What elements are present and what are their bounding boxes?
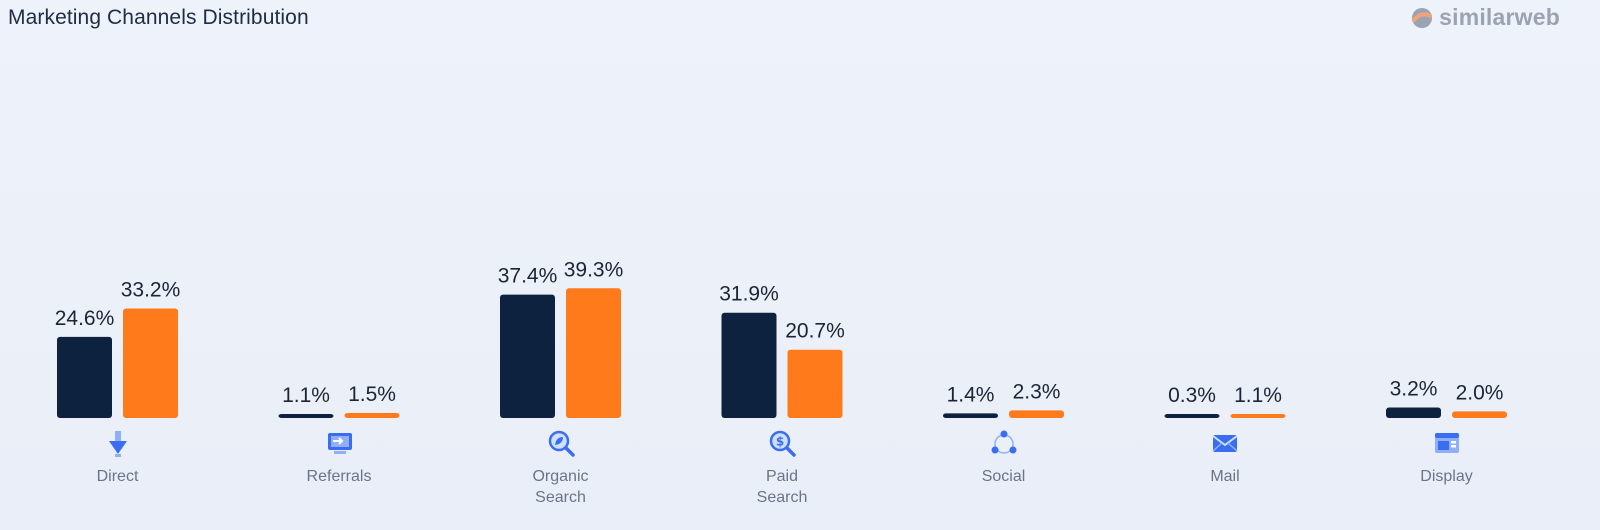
bar-group-paid-search: 31.9% 20.7% — [719, 283, 845, 418]
category-label-line: Direct — [96, 468, 139, 485]
arrow-down-icon — [103, 428, 133, 458]
bar-value-label: 39.3% — [564, 258, 624, 281]
bar[interactable] — [278, 414, 334, 418]
social-network-icon — [989, 428, 1019, 458]
chart-title: Marketing Channels Distribution — [8, 6, 309, 29]
bar[interactable] — [500, 294, 555, 418]
category-label: Social — [944, 466, 1064, 487]
display-ad-icon — [1432, 428, 1462, 458]
referral-screen-icon — [324, 428, 354, 458]
bar-value-label: 37.4% — [498, 265, 558, 288]
category-label-line: Search — [756, 489, 808, 506]
bar-value-label: 2.0% — [1456, 381, 1504, 404]
bar-value-label: 0.3% — [1168, 384, 1216, 407]
bar-value-label: 3.2% — [1390, 377, 1438, 400]
bar-value-label: 20.7% — [785, 320, 845, 343]
category-label-line: Organic — [532, 468, 589, 485]
category-label: Organic Search — [501, 466, 621, 508]
bar-value-label: 1.5% — [348, 383, 396, 406]
similarweb-logo: similarweb — [1411, 4, 1560, 31]
bar[interactable] — [943, 413, 998, 418]
bar-value-label: 2.3% — [1013, 380, 1061, 403]
bar-group-social: 1.4% 2.3% — [943, 380, 1064, 418]
brand-name: similarweb — [1439, 4, 1560, 30]
bar[interactable] — [57, 336, 112, 418]
bar[interactable] — [566, 288, 621, 418]
category-label-line: Mail — [1210, 468, 1240, 485]
category-label-line: Social — [981, 468, 1026, 485]
category-label: Paid Search — [722, 466, 842, 508]
category-label: Referrals — [279, 466, 399, 487]
category-label-line: Search — [535, 489, 586, 506]
bar[interactable] — [1164, 414, 1220, 418]
bar-value-label: 1.1% — [282, 384, 330, 407]
bar-value-label: 24.6% — [55, 307, 115, 330]
bar-value-label: 31.9% — [719, 283, 779, 306]
bar[interactable] — [1230, 414, 1286, 418]
category-label: Direct — [58, 466, 178, 487]
bar[interactable] — [123, 308, 178, 418]
category-label-line: Display — [1420, 468, 1473, 485]
organic-search-icon — [546, 428, 576, 458]
similarweb-logo-icon — [1412, 7, 1433, 28]
bar-value-label: 33.2% — [121, 278, 181, 301]
category-label-line: Paid — [765, 468, 799, 485]
bar-group-referrals: 1.1% 1.5% — [278, 383, 400, 418]
paid-search-icon: $ — [767, 428, 797, 458]
bar-group-mail: 0.3% 1.1% — [1164, 384, 1286, 418]
bar-value-label: 1.1% — [1234, 384, 1282, 407]
mail-icon — [1210, 428, 1240, 458]
bar-value-label: 1.4% — [947, 383, 995, 406]
bar[interactable] — [1452, 411, 1507, 418]
category-label: Mail — [1165, 466, 1285, 487]
category-label: Display — [1387, 466, 1507, 487]
bar[interactable] — [721, 312, 777, 418]
bar[interactable] — [787, 349, 843, 418]
bar-group-display: 3.2% 2.0% — [1386, 377, 1507, 418]
category-label-line: Referrals — [306, 468, 372, 485]
svg-text:$: $ — [776, 435, 784, 449]
bar[interactable] — [344, 413, 400, 418]
bar-group-organic-search: 37.4% 39.3% — [498, 258, 624, 418]
bar[interactable] — [1009, 410, 1064, 418]
bar[interactable] — [1386, 407, 1441, 418]
bar-group-direct: 24.6% 33.2% — [55, 278, 181, 418]
